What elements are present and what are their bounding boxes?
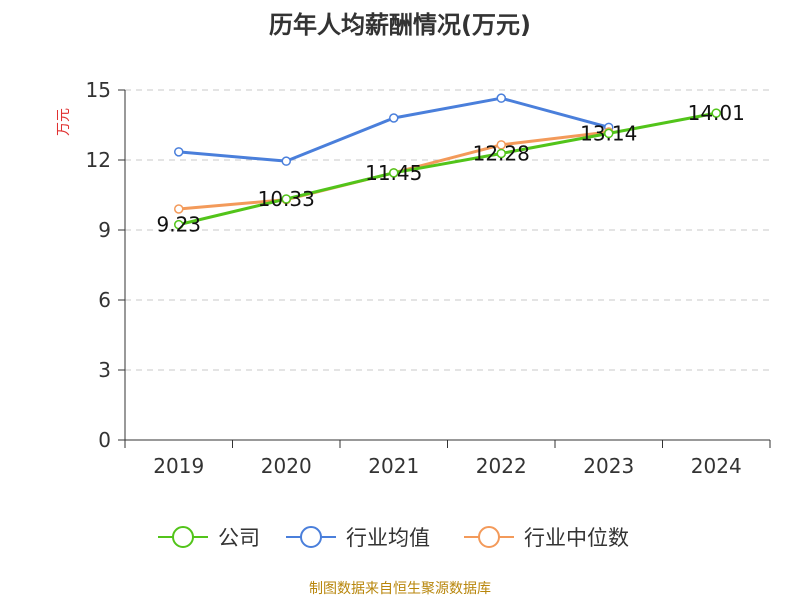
point-company[interactable] [711,108,721,118]
legend-marker [172,526,194,548]
y-tick-label: 6 [98,288,111,312]
source-note: 制图数据来自恒生聚源数据库 [309,581,491,597]
data-label: 14.01 [688,101,745,125]
series-line-company [178,111,717,227]
point-company[interactable] [389,168,399,178]
data-label: 10.33 [258,187,315,211]
data-label: 9.23 [156,213,201,237]
gridlines [125,89,770,371]
y-tick-label: 3 [98,358,111,382]
legend-label: 公司 [218,526,260,550]
legend-marker [478,526,500,548]
point-company[interactable] [604,128,614,139]
point-industry-median[interactable] [174,204,184,214]
chart-title: 历年人均薪酬情况(万元) [269,11,531,39]
x-tick-label: 2021 [368,454,419,478]
x-tick-label: 2023 [583,454,634,478]
series-line-industry-mean [178,96,610,163]
point-industry-mean[interactable] [281,156,291,166]
point-company[interactable] [496,148,506,159]
data-label: 12.28 [473,141,530,165]
data-labels: 9.23 10.33 11.45 12.28 13.14 14.01 [156,101,744,237]
y-tick-label: 12 [86,148,111,172]
legend-label: 行业中位数 [524,526,629,550]
y-tick-label: 15 [86,78,111,102]
legend-item-company[interactable]: 公司 [158,526,260,550]
legend-item-industry-median[interactable]: 行业中位数 [464,526,629,550]
axes: 0 3 6 9 12 15 2019 2020 2021 2022 2023 2024 [86,78,771,478]
x-tick-label: 2020 [261,454,312,478]
legend[interactable]: 公司 行业均值 行业中位数 [158,526,629,550]
y-axis-label: 万元 [56,108,72,136]
point-industry-mean[interactable] [174,147,184,157]
legend-marker [300,526,322,548]
y-tick-label: 0 [98,428,111,452]
y-tick-label: 9 [98,218,111,242]
point-company[interactable] [174,219,184,230]
point-industry-mean[interactable] [389,113,399,123]
point-industry-mean[interactable] [496,93,506,103]
series-group [174,93,721,230]
x-tick-label: 2019 [153,454,204,478]
point-company[interactable] [281,194,291,204]
x-tick-label: 2022 [476,454,527,478]
x-tick-label: 2024 [691,454,742,478]
data-label: 11.45 [365,161,422,185]
legend-item-industry-mean[interactable]: 行业均值 [286,526,430,550]
legend-label: 行业均值 [346,526,430,550]
data-label: 13.14 [580,121,637,145]
